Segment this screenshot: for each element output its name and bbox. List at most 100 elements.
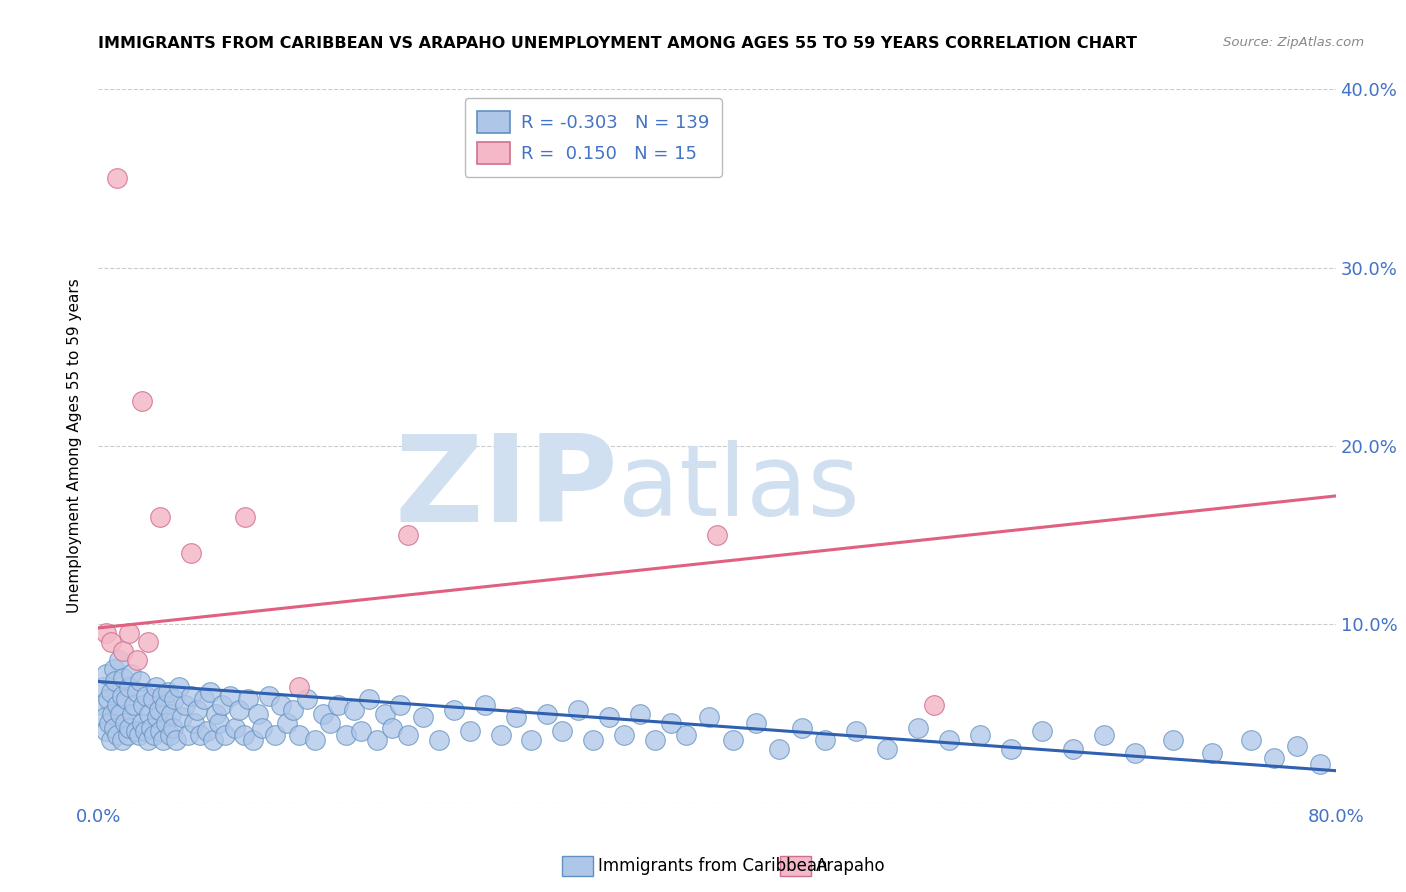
Point (489, 728, 512, 742)
Point (208, 715, 231, 730)
Point (536, 706, 558, 721)
Point (100, 635, 122, 649)
Point (143, 728, 166, 742)
Point (598, 710, 620, 724)
Point (1000, 742, 1022, 756)
Point (335, 728, 357, 742)
Point (163, 692, 186, 706)
Point (938, 733, 960, 747)
Point (214, 728, 236, 742)
Point (127, 653, 149, 667)
Point (366, 733, 388, 747)
Point (114, 715, 136, 730)
Point (103, 662, 125, 676)
Point (122, 698, 145, 712)
Point (706, 528, 728, 542)
Text: ZIP: ZIP (394, 430, 619, 548)
Point (96, 724, 118, 739)
Point (304, 733, 326, 747)
Point (326, 698, 350, 712)
Point (235, 510, 257, 524)
Point (211, 698, 233, 712)
Point (628, 706, 651, 721)
Point (131, 715, 153, 730)
Point (183, 715, 205, 730)
Point (139, 721, 162, 735)
Point (252, 721, 274, 735)
Point (443, 703, 465, 717)
Point (177, 728, 200, 742)
Point (129, 674, 152, 689)
Point (257, 689, 280, 703)
Point (93, 710, 115, 724)
Point (190, 728, 212, 742)
Point (613, 728, 636, 742)
Point (297, 692, 319, 706)
Point (969, 728, 991, 742)
Point (201, 733, 224, 747)
Point (96, 667, 118, 681)
Point (381, 721, 404, 735)
Point (117, 728, 139, 742)
Point (160, 706, 183, 721)
Text: Immigrants from Caribbean: Immigrants from Caribbean (598, 857, 827, 875)
Point (396, 528, 419, 542)
Point (145, 680, 167, 694)
Point (105, 698, 128, 712)
Point (103, 721, 125, 735)
Point (907, 721, 929, 735)
Point (131, 394, 153, 409)
Point (150, 689, 173, 703)
Point (699, 710, 721, 724)
Point (567, 703, 589, 717)
Point (142, 692, 165, 706)
Point (155, 715, 177, 730)
Text: Source: ZipAtlas.com: Source: ZipAtlas.com (1223, 36, 1364, 49)
Point (170, 710, 193, 724)
Point (132, 698, 155, 712)
Point (121, 706, 143, 721)
Point (396, 728, 419, 742)
Point (100, 733, 122, 747)
Point (312, 706, 335, 721)
Point (165, 733, 187, 747)
Point (118, 721, 141, 735)
Point (120, 667, 142, 681)
Point (180, 546, 202, 560)
Point (238, 692, 260, 706)
Point (1201, 746, 1223, 760)
Point (134, 724, 156, 739)
Point (288, 680, 311, 694)
Point (357, 692, 380, 706)
Point (100, 685, 122, 699)
Point (167, 680, 190, 694)
Point (193, 692, 215, 706)
Point (276, 715, 298, 730)
Point (319, 715, 342, 730)
Point (101, 706, 124, 721)
Point (124, 724, 146, 739)
Point (270, 698, 292, 712)
Point (136, 635, 159, 649)
Point (427, 733, 450, 747)
Point (152, 733, 174, 747)
Text: Arapaho: Arapaho (815, 857, 886, 875)
Legend: R = -0.303   N = 139, R =  0.150   N = 15: R = -0.303 N = 139, R = 0.150 N = 15 (465, 98, 721, 177)
Point (1031, 724, 1053, 739)
Point (721, 733, 744, 747)
Point (112, 671, 135, 685)
Point (1240, 733, 1263, 747)
Point (224, 721, 246, 735)
Point (1123, 746, 1146, 760)
Point (97, 692, 120, 706)
Point (136, 733, 159, 747)
Point (1092, 728, 1115, 742)
Point (219, 689, 242, 703)
Point (790, 721, 813, 735)
Point (118, 680, 141, 694)
Point (1263, 751, 1285, 765)
Point (153, 698, 176, 712)
Text: IMMIGRANTS FROM CARIBBEAN VS ARAPAHO UNEMPLOYMENT AMONG AGES 55 TO 59 YEARS CORR: IMMIGRANTS FROM CARIBBEAN VS ARAPAHO UNE… (98, 36, 1137, 51)
Point (107, 653, 129, 667)
Y-axis label: Unemployment Among Ages 55 to 59 years: Unemployment Among Ages 55 to 59 years (67, 278, 83, 614)
